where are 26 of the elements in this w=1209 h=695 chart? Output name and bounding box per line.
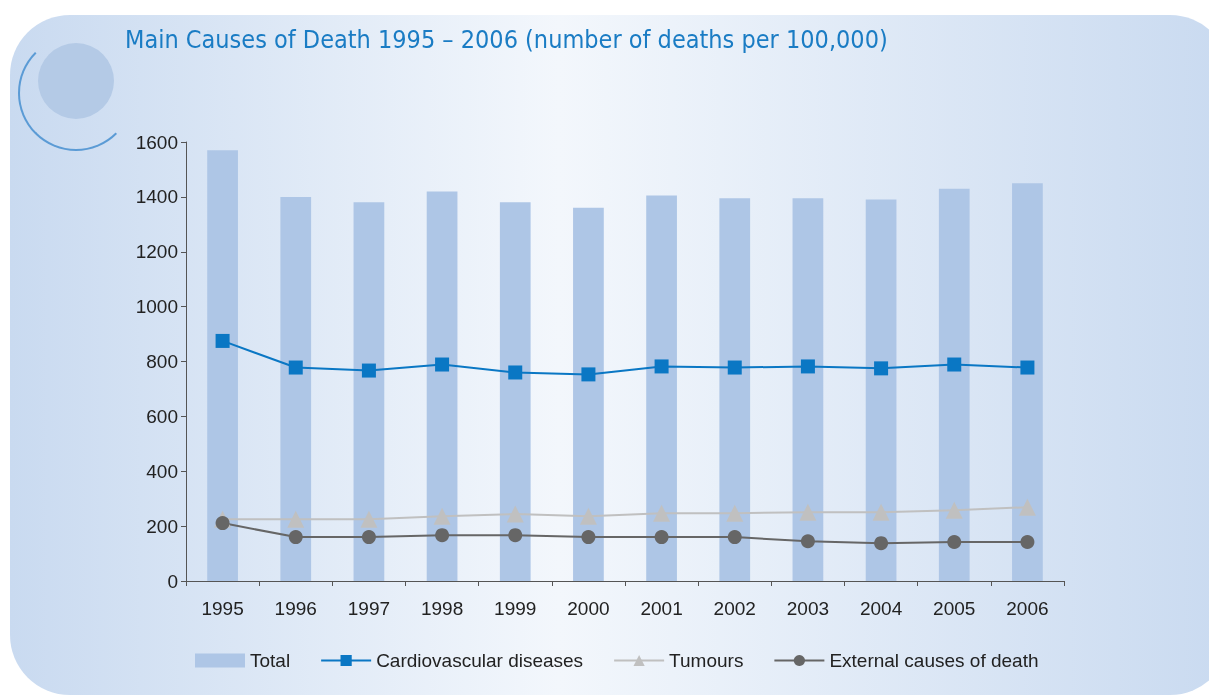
- y-tick-label: 0: [167, 570, 178, 592]
- y-tick-label: 200: [146, 515, 178, 537]
- chart-title: Main Causes of Death 1995 – 2006 (number of deaths per 100,000): [125, 25, 888, 54]
- y-tick-label: 800: [146, 351, 178, 372]
- legend-label: Total: [250, 650, 291, 671]
- y-tick-label: 1400: [135, 186, 178, 208]
- x-tick-label: 2004: [859, 598, 903, 619]
- y-tick-label: 600: [146, 405, 178, 427]
- x-tick-label: 1995: [201, 598, 244, 619]
- legend-label: Tumours: [669, 650, 744, 671]
- x-tick-label: 1999: [494, 598, 537, 619]
- x-tick-label: 1998: [420, 598, 464, 619]
- x-tick-label: 2005: [933, 598, 976, 619]
- x-tick-label: 2003: [786, 598, 830, 619]
- legend-label: Cardiovascular diseases: [376, 650, 584, 671]
- x-tick-label: 2000: [567, 598, 610, 619]
- legend-label: External causes of death: [829, 650, 1039, 671]
- y-tick-label: 1600: [135, 131, 178, 153]
- x-tick-label: 1996: [274, 598, 317, 619]
- x-tick-label: 1997: [347, 598, 391, 619]
- y-tick-label: 1200: [135, 241, 178, 263]
- x-tick-label: 2001: [640, 598, 683, 619]
- y-tick-label: 400: [146, 460, 178, 482]
- y-tick-label: 1000: [135, 296, 178, 318]
- x-tick-label: 2002: [713, 598, 756, 619]
- x-tick-label: 2006: [1006, 598, 1049, 619]
